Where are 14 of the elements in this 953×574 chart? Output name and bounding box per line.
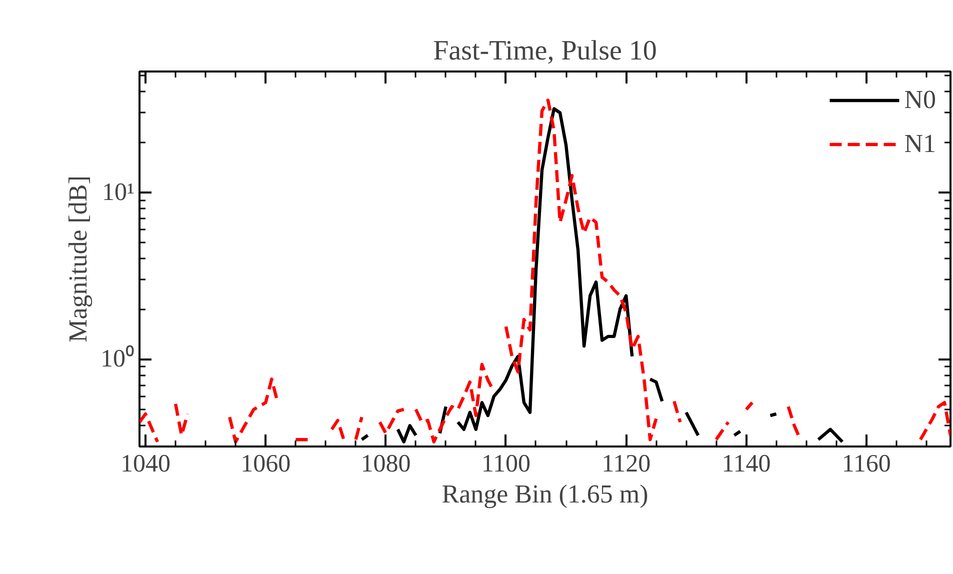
legend-label: N1 xyxy=(904,129,936,159)
y-axis-title: Magnitude [dB] xyxy=(64,176,92,342)
x-tick-label: 1100 xyxy=(481,450,530,478)
x-tick-label: 1140 xyxy=(722,450,771,478)
x-tick-label: 1040 xyxy=(120,450,171,478)
x-tick-label: 1080 xyxy=(360,450,411,478)
x-tick-label: 1160 xyxy=(842,450,891,478)
y-tick-label: 10¹ xyxy=(102,178,135,206)
y-tick-label: 10⁰ xyxy=(100,344,134,373)
x-tick-label: 1120 xyxy=(602,450,651,478)
chart-title: Fast-Time, Pulse 10 xyxy=(433,36,657,66)
x-axis-title: Range Bin (1.65 m) xyxy=(442,480,648,508)
legend-label: N0 xyxy=(904,85,936,115)
x-tick-label: 1060 xyxy=(240,450,291,478)
